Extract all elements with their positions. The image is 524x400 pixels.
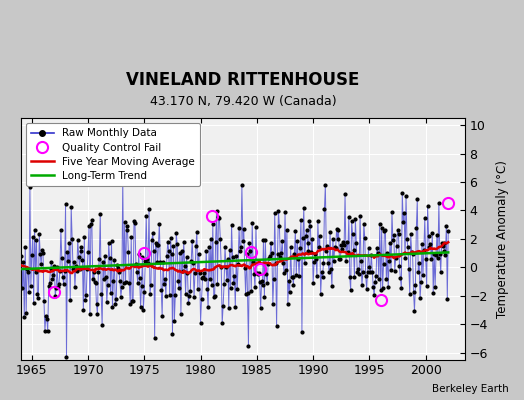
Legend: Raw Monthly Data, Quality Control Fail, Five Year Moving Average, Long-Term Tren: Raw Monthly Data, Quality Control Fail, …: [26, 123, 200, 186]
Y-axis label: Temperature Anomaly (°C): Temperature Anomaly (°C): [496, 160, 509, 318]
Text: VINELAND RITTENHOUSE: VINELAND RITTENHOUSE: [126, 71, 359, 89]
Text: 43.170 N, 79.420 W (Canada): 43.170 N, 79.420 W (Canada): [149, 95, 336, 108]
Text: Berkeley Earth: Berkeley Earth: [432, 384, 508, 394]
